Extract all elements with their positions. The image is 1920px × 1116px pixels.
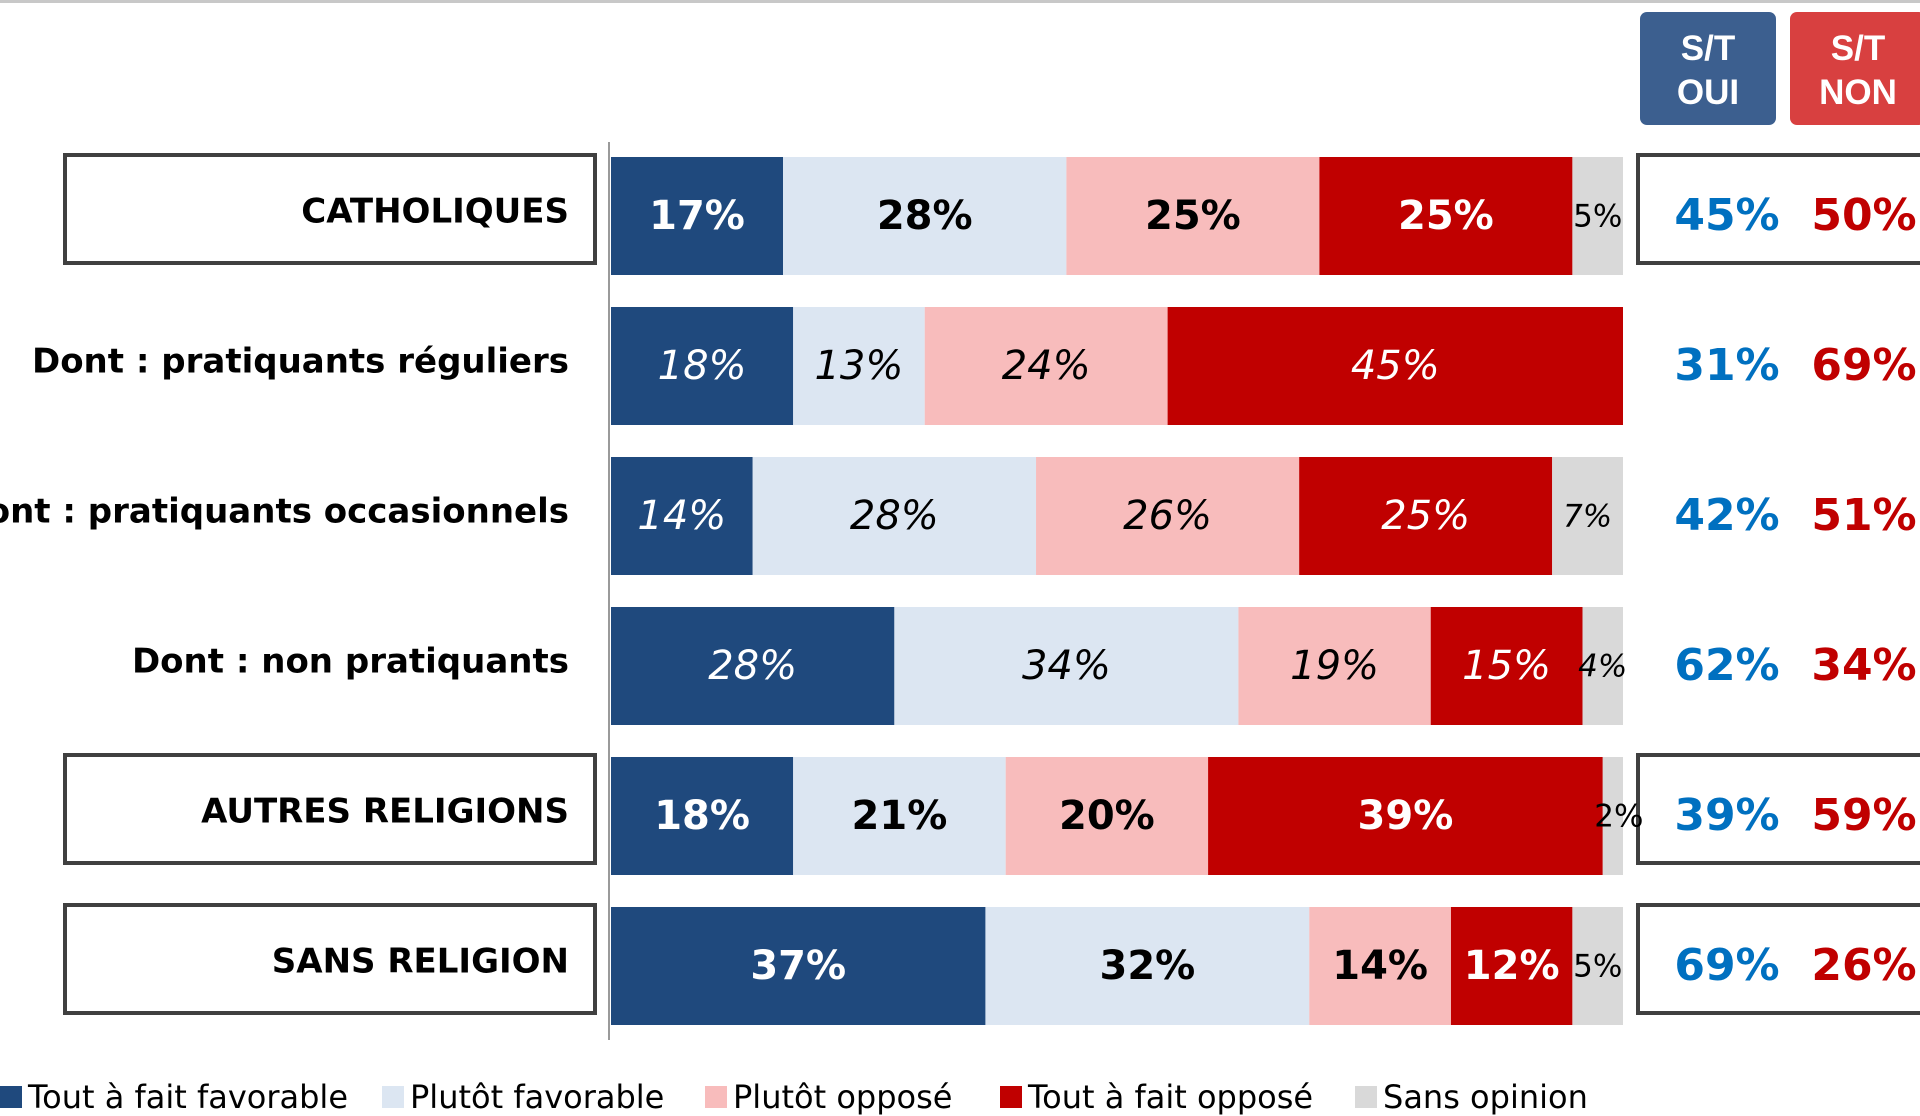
st-oui-value: 69% (1674, 940, 1779, 991)
st-non-value: 59% (1811, 790, 1916, 841)
header-oui: S/T OUI (1640, 12, 1776, 125)
data-label-tout_favorable: 14% (637, 493, 726, 539)
st-non-value: 26% (1811, 940, 1916, 991)
row-label: SANS RELIGION (272, 942, 569, 982)
data-label-sans_opinion: 5% (1573, 949, 1622, 985)
row-label: CATHOLIQUES (301, 192, 569, 232)
data-label-plutot_oppose: 26% (1123, 493, 1212, 539)
data-label-sans_opinion: 2% (1594, 799, 1643, 835)
legend-label: Tout à fait opposé (1028, 1078, 1313, 1116)
data-label-tout_favorable: 18% (654, 793, 750, 839)
data-label-plutot_favorable: 32% (1099, 943, 1195, 989)
row-label: Dont : pratiquants réguliers (32, 342, 569, 382)
st-oui-value: 45% (1674, 190, 1779, 241)
st-non-value: 51% (1811, 490, 1916, 541)
legend-swatch (705, 1086, 727, 1108)
data-label-plutot_oppose: 20% (1059, 793, 1155, 839)
data-label-tout_favorable: 17% (649, 193, 745, 239)
legend-swatch (1000, 1086, 1022, 1108)
row-3: Dont : non pratiquants 28% 34% 19% 15% 4% 62% 3… (132, 607, 1917, 725)
st-oui-value: 42% (1674, 490, 1779, 541)
data-label-tout_oppose: 15% (1462, 643, 1551, 689)
header-non: S/T NON (1790, 12, 1920, 125)
legend-item-plutot_favorable: Plutôt favorable (382, 1078, 664, 1116)
totals-headers: S/T OUI S/T NON (1640, 12, 1920, 125)
data-label-plutot_favorable: 28% (850, 493, 939, 539)
data-label-tout_favorable: 37% (750, 943, 846, 989)
row-label: Dont : pratiquants occasionnels (0, 492, 569, 532)
header-oui-line-0: S/T (1681, 29, 1735, 68)
legend-label: Tout à fait favorable (28, 1078, 348, 1116)
row-label: Dont : non pratiquants (132, 642, 569, 682)
data-label-plutot_oppose: 25% (1145, 193, 1241, 239)
row-0: CATHOLIQUES 17% 28% 25% 25% 5% 45% 50% (65, 155, 1920, 275)
row-2: Dont : pratiquants occasionnels 14% 28% 26%… (0, 457, 1917, 575)
st-oui-value: 39% (1674, 790, 1779, 841)
st-non-value: 69% (1811, 340, 1916, 391)
st-oui-value: 31% (1674, 340, 1779, 391)
legend-label: Plutôt opposé (733, 1078, 952, 1116)
chart-rows: CATHOLIQUES 17% 28% 25% 25% 5% 45% 50% Dont : pr… (0, 155, 1920, 1025)
header-oui-line-1: OUI (1677, 73, 1739, 112)
legend-item-plutot_oppose: Plutôt opposé (705, 1078, 952, 1116)
legend-swatch (382, 1086, 404, 1108)
data-label-sans_opinion: 5% (1573, 199, 1622, 235)
data-label-tout_oppose: 45% (1351, 343, 1440, 389)
row-5: SANS RELIGION 37% 32% 14% 12% 5% 69% 26% (65, 905, 1920, 1025)
data-label-plutot_oppose: 19% (1290, 643, 1379, 689)
header-non-line-1: NON (1819, 73, 1897, 112)
legend-swatch (1355, 1086, 1377, 1108)
st-oui-value: 62% (1674, 640, 1779, 691)
data-label-plutot_favorable: 21% (852, 793, 948, 839)
st-non-value: 50% (1811, 190, 1916, 241)
data-label-sans_opinion: 4% (1578, 649, 1627, 685)
data-label-plutot_oppose: 24% (1002, 343, 1091, 389)
data-label-plutot_oppose: 14% (1332, 943, 1428, 989)
data-label-plutot_favorable: 34% (1022, 643, 1111, 689)
legend-label: Sans opinion (1383, 1078, 1588, 1116)
legend-swatch (0, 1086, 22, 1108)
legend-label: Plutôt favorable (410, 1078, 664, 1116)
st-non-value: 34% (1811, 640, 1916, 691)
data-label-tout_favorable: 28% (708, 643, 797, 689)
data-label-sans_opinion: 7% (1563, 499, 1612, 535)
header-non-line-0: S/T (1831, 29, 1885, 68)
data-label-plutot_favorable: 28% (877, 193, 973, 239)
legend-item-tout_favorable: Tout à fait favorable (0, 1078, 348, 1116)
legend: Tout à fait favorable Plutôt favorable Plu… (0, 1078, 1920, 1114)
row-label: AUTRES RELIGIONS (201, 792, 569, 832)
data-label-tout_favorable: 18% (658, 343, 747, 389)
data-label-tout_oppose: 12% (1464, 943, 1560, 989)
stacked-bar-chart: S/T OUI S/T NON CATHOLIQUES 17% 28% 25% 25% 5% 45… (0, 0, 1920, 1075)
data-label-tout_oppose: 25% (1381, 493, 1470, 539)
data-label-tout_oppose: 25% (1398, 193, 1494, 239)
row-4: AUTRES RELIGIONS 18% 21% 20% 39% 2% 39% 59% (65, 755, 1920, 875)
legend-item-sans_opinion: Sans opinion (1355, 1078, 1588, 1116)
data-label-tout_oppose: 39% (1358, 793, 1454, 839)
row-1: Dont : pratiquants réguliers 18% 13% 24% 45%… (32, 307, 1917, 425)
data-label-plutot_favorable: 13% (814, 343, 903, 389)
legend-item-tout_oppose: Tout à fait opposé (1000, 1078, 1313, 1116)
